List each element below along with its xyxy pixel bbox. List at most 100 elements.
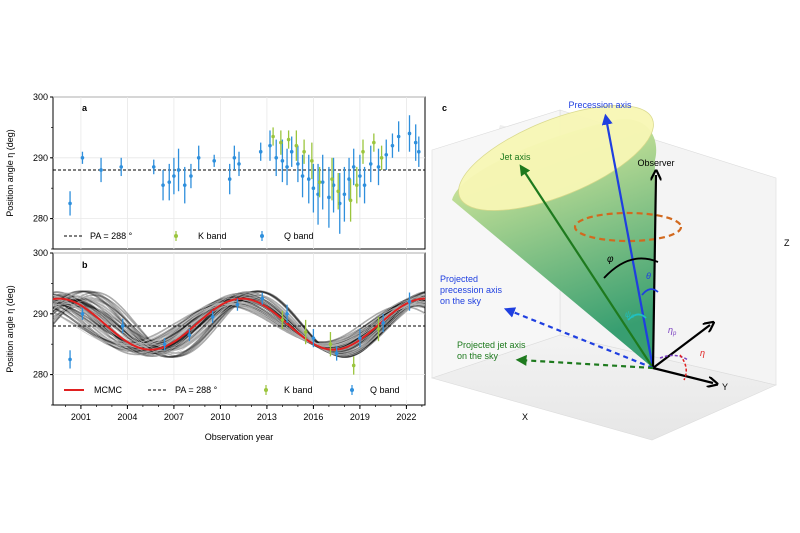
y-tick-label: 280 — [33, 370, 48, 380]
data-point-q-band — [413, 140, 418, 145]
data-point-q-band — [237, 162, 241, 166]
legend-pa-b-label: PA = 288 ° — [175, 385, 218, 395]
data-point-q-band — [390, 143, 395, 148]
data-point-q-band — [187, 333, 192, 337]
data-point-q-band — [176, 168, 181, 172]
data-point-q-band — [260, 296, 265, 301]
jet-axis-arrow — [519, 164, 654, 369]
data-point-k-band — [330, 177, 334, 181]
x-tick-label: 2010 — [210, 412, 230, 422]
data-point-q-band — [80, 312, 85, 316]
panel-b-x-ticks: 2001 2004 2007 2010 2013 2016 2019 2022 — [65, 405, 423, 422]
y-tick-label: 290 — [33, 153, 48, 163]
x-tick-label: 2001 — [71, 412, 91, 422]
data-point-q-band — [120, 324, 125, 328]
data-point-k-band — [351, 363, 356, 368]
data-point-q-band — [362, 183, 367, 187]
data-point-q-band — [384, 152, 389, 157]
panel-a-y-ticks: 280 290 300 — [33, 92, 53, 250]
data-point-q-band — [285, 165, 289, 169]
psi-arc — [627, 313, 647, 321]
projected-precession-label-1: Projected — [440, 274, 478, 284]
projected-jet-arrow — [515, 354, 654, 370]
phi-arc — [603, 257, 659, 279]
cone-rim — [458, 105, 654, 211]
data-point-q-band — [289, 149, 294, 154]
phi-symbol: φ — [607, 254, 614, 265]
data-point-k-band — [372, 140, 376, 145]
data-point-q-band — [351, 165, 356, 169]
precession-axis-arrow — [601, 113, 655, 369]
panel-c-label: c — [442, 103, 447, 113]
eta-p-arc — [659, 354, 689, 361]
data-point-q-band — [182, 183, 187, 187]
panel-a-legend: PA = 288 ° K band Q band — [64, 231, 314, 241]
data-point-q-band — [368, 162, 373, 166]
data-point-k-band — [379, 156, 384, 160]
data-point-q-band — [407, 131, 412, 136]
eta-p-subscript: p — [672, 331, 677, 337]
data-point-k-band — [302, 149, 306, 154]
legend-k-b-label: K band — [284, 385, 313, 395]
panel-b-mcmc-curve — [52, 297, 425, 351]
data-point-q-band — [342, 192, 347, 197]
z-axis-letter: Z — [784, 238, 790, 248]
mcmc-sample-curve — [52, 299, 426, 349]
mcmc-sample-curve — [52, 304, 425, 345]
legend-q-marker — [260, 234, 264, 238]
data-point-q-band — [300, 174, 305, 178]
y-tick-label: 290 — [33, 309, 48, 319]
data-point-q-band — [167, 180, 172, 184]
data-point-q-band — [407, 299, 412, 304]
mcmc-sample-curve — [52, 296, 426, 352]
panel-b-y-axis-label: Position angle η (deg) — [5, 285, 15, 373]
eta-p-symbol: ηp — [668, 325, 677, 337]
data-point-q-band — [358, 174, 362, 178]
mcmc-sample-curve — [52, 299, 426, 349]
data-point-q-band — [358, 336, 362, 340]
data-point-k-band — [294, 143, 299, 148]
data-point-q-band — [334, 351, 339, 356]
data-point-k-band — [280, 318, 285, 322]
data-point-q-band — [258, 149, 263, 154]
eta-arc — [679, 354, 687, 381]
data-point-q-band — [227, 177, 232, 181]
legend-pa-label: PA = 288 ° — [90, 231, 133, 241]
data-point-q-band — [189, 174, 193, 178]
data-point-q-band — [320, 180, 325, 184]
data-point-q-band — [119, 165, 123, 169]
mcmc-sample-curve — [52, 305, 426, 343]
data-point-q-band — [268, 143, 272, 148]
data-point-q-band — [161, 183, 165, 187]
data-point-q-band — [172, 174, 176, 178]
data-point-k-band — [355, 183, 359, 187]
data-point-q-band — [68, 357, 72, 362]
y-tick-label: 300 — [33, 248, 48, 258]
legend-mcmc-label: MCMC — [94, 385, 122, 395]
legend-k-label: K band — [198, 231, 227, 241]
panel-a-label: a — [82, 103, 88, 113]
data-point-q-band — [296, 162, 300, 166]
data-point-k-band — [303, 330, 308, 334]
panel-a-data-points — [68, 115, 421, 234]
data-point-q-band — [68, 201, 72, 206]
x-tick-label: 2004 — [117, 412, 137, 422]
x-tick-label: 2016 — [303, 412, 323, 422]
panel-b-x-axis-label: Observation year — [205, 432, 274, 442]
precession-ring — [573, 211, 683, 243]
data-point-q-band — [306, 177, 311, 181]
x-tick-label: 2013 — [257, 412, 277, 422]
theta-arc — [641, 288, 659, 296]
data-point-q-band — [381, 321, 385, 325]
data-point-q-band — [232, 156, 237, 160]
data-point-q-band — [376, 165, 381, 169]
projected-precession-label-2: precession axis — [440, 285, 503, 295]
eta-symbol: η — [700, 348, 705, 358]
data-point-q-band — [80, 156, 85, 160]
legend-k-b-marker — [264, 388, 268, 392]
mcmc-sample-curve — [52, 292, 426, 356]
data-point-q-band — [285, 312, 289, 316]
data-point-q-band — [235, 302, 240, 307]
legend-q-label: Q band — [284, 231, 314, 241]
